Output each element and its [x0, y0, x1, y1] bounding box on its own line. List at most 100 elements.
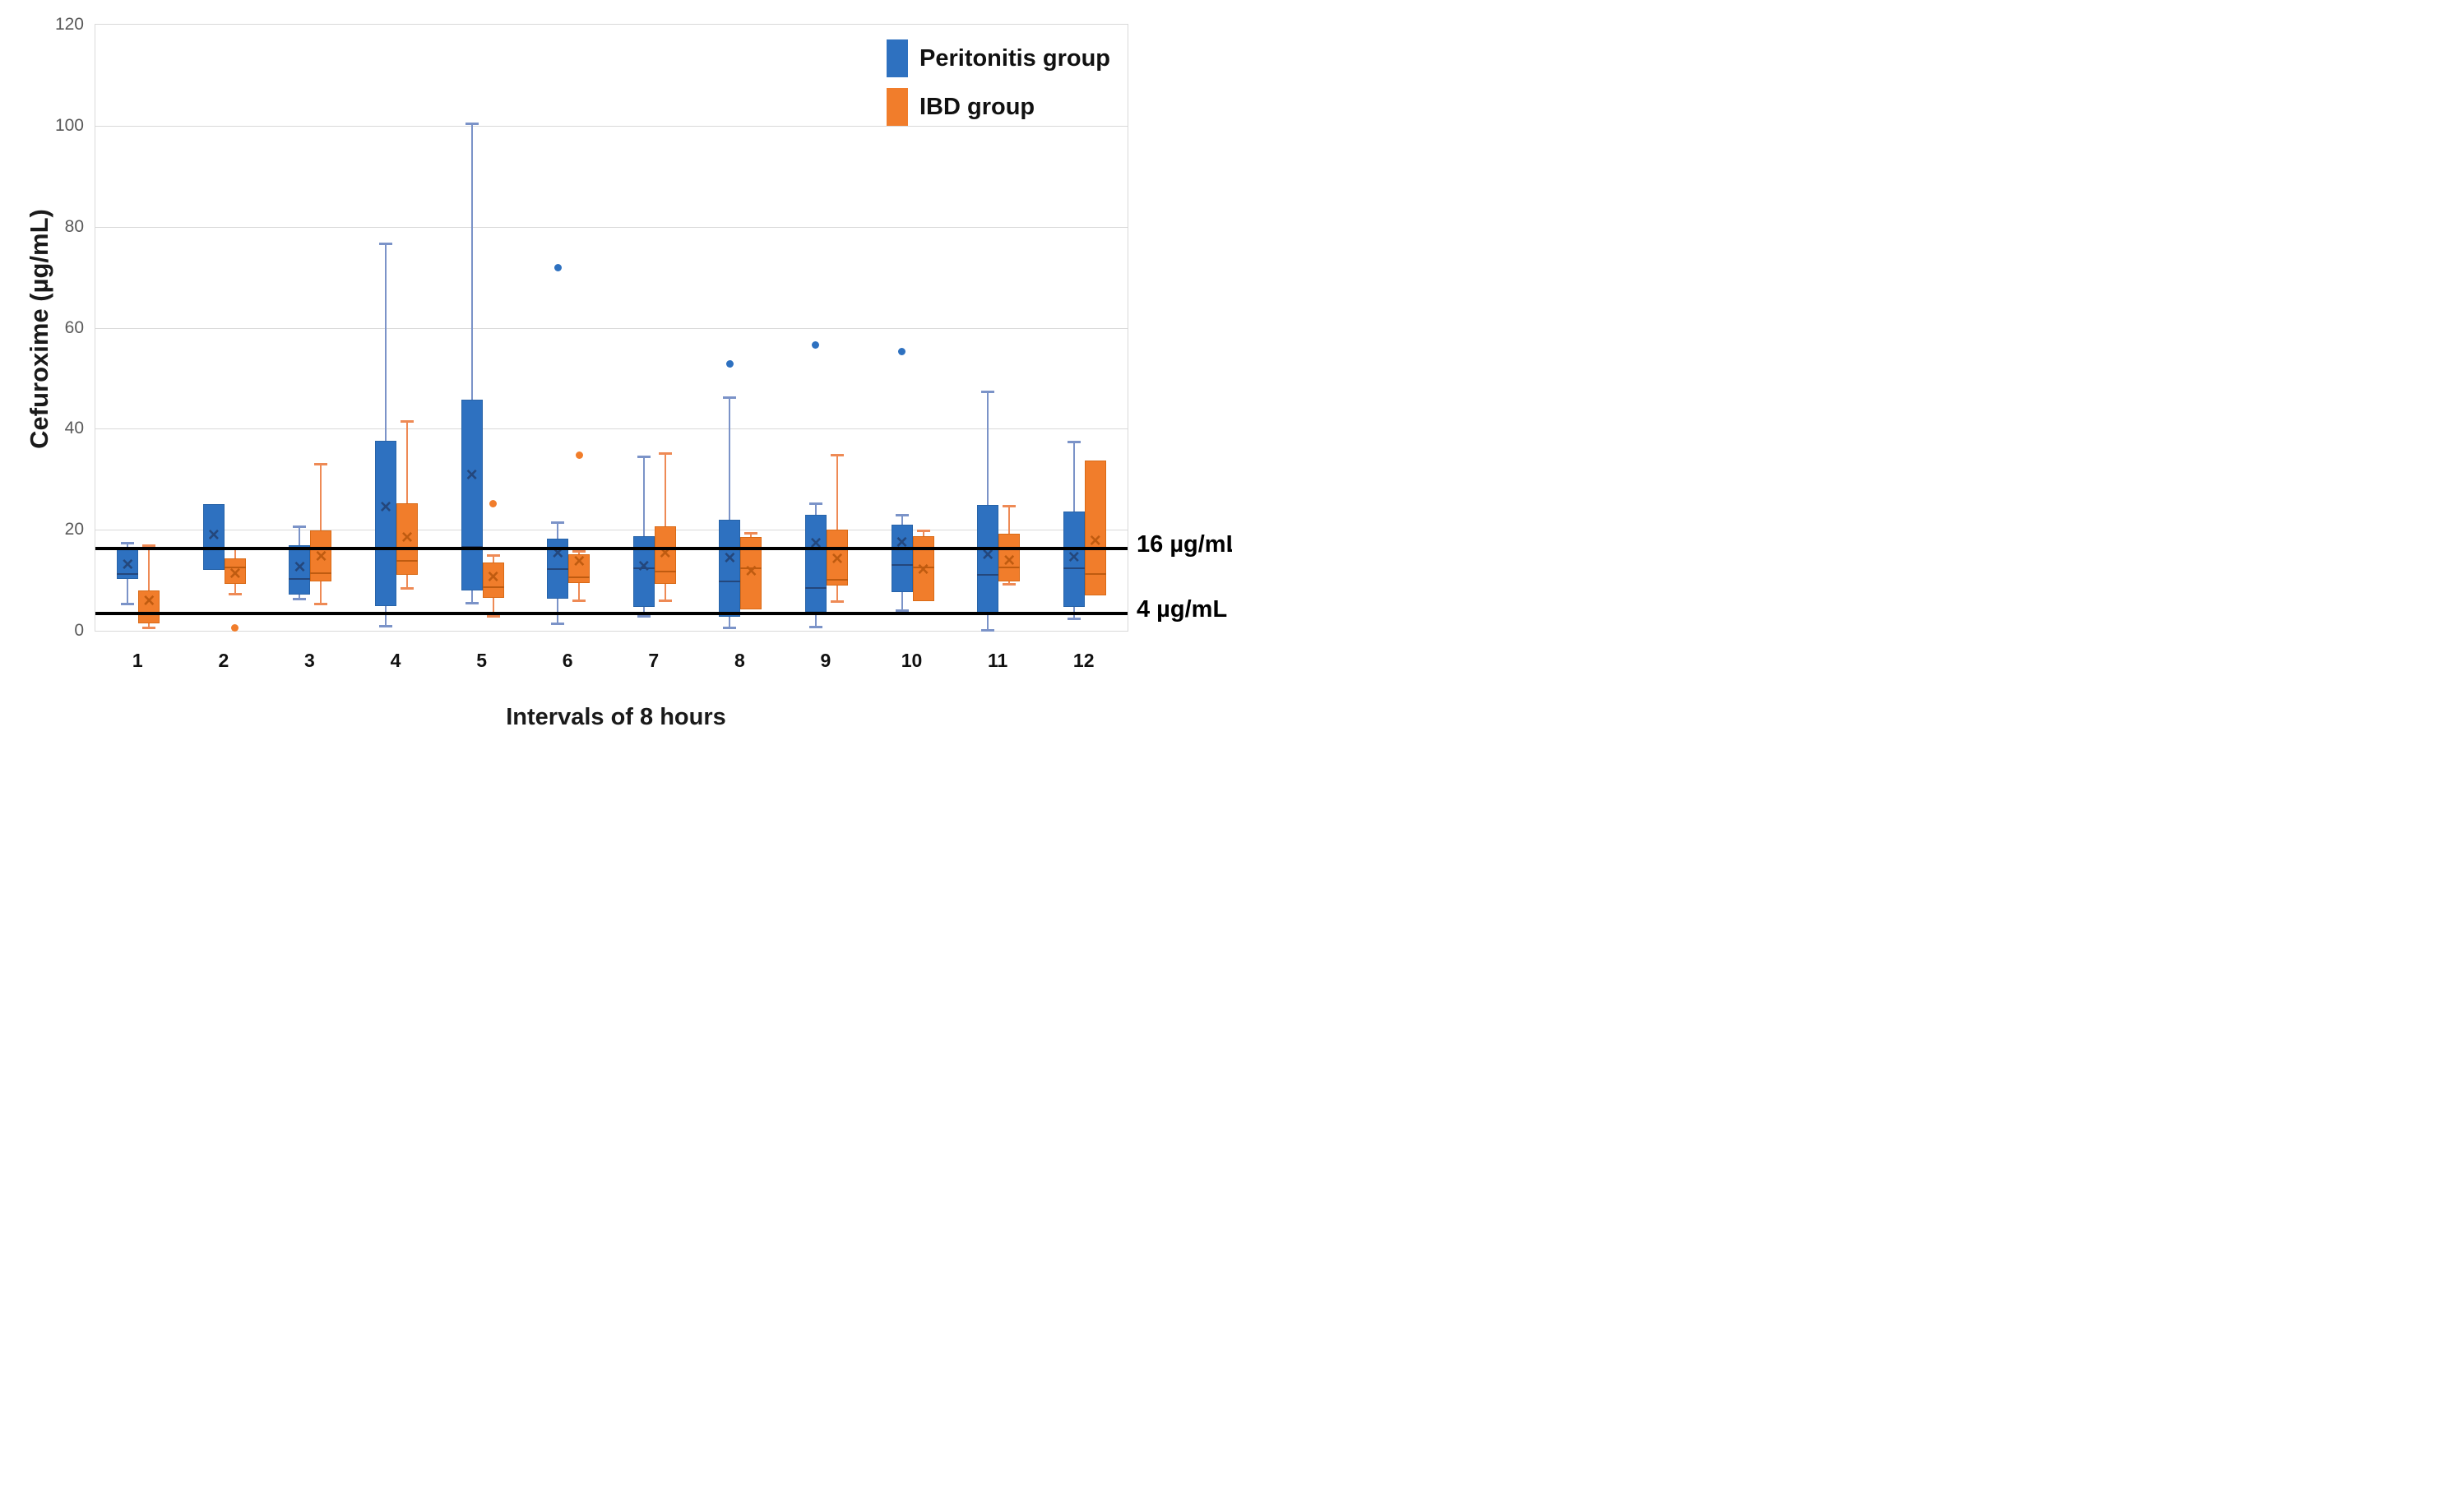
box-ibd-7-median — [654, 570, 676, 572]
box-peritonitis-5-upper-cap — [465, 122, 479, 125]
box-ibd-9-lower-whisker — [836, 586, 838, 601]
box-peritonitis-11-upper-cap — [981, 390, 995, 393]
box-peritonitis-1-lower-cap — [121, 603, 135, 606]
box-ibd-11-median — [998, 566, 1021, 568]
box-ibd-9-lower-cap — [830, 600, 844, 603]
box-ibd-5-upper-cap — [486, 554, 500, 558]
box-ibd-2-median — [224, 567, 246, 569]
y-tick-label-0: 0 — [74, 621, 84, 640]
box-peritonitis-10-upper-whisker — [901, 515, 903, 525]
x-category-label-3: 3 — [304, 650, 315, 671]
plot-area: × × × × × × × × × × × × × × × × × × × × × × × × — [95, 24, 1128, 632]
box-peritonitis-10 — [891, 525, 913, 593]
box-ibd-11-upper-whisker — [1008, 506, 1011, 535]
x-category-label-1: 1 — [132, 650, 143, 671]
box-peritonitis-3 — [289, 544, 311, 595]
reference-line-16-label: 16 µg/mL — [1137, 530, 1232, 558]
box-peritonitis-11-lower-cap — [981, 628, 995, 632]
box-ibd-10-upper-whisker — [922, 530, 924, 536]
box-peritonitis-1-median — [117, 572, 139, 575]
box-ibd-10 — [912, 535, 934, 602]
x-category-label-6: 6 — [562, 650, 573, 671]
box-peritonitis-10-upper-cap — [895, 514, 909, 517]
box-ibd-7 — [654, 525, 676, 585]
box-ibd-2-mean-marker: × — [229, 562, 241, 586]
box-ibd-1-upper-cap — [142, 544, 156, 547]
box-ibd-9-mean-marker: × — [831, 548, 843, 571]
box-ibd-12-mean-marker: × — [1089, 530, 1101, 553]
box-ibd-5-mean-marker: × — [487, 565, 499, 588]
box-peritonitis-4-mean-marker: × — [380, 496, 392, 519]
x-category-label-9: 9 — [820, 650, 831, 671]
box-peritonitis-8-median — [719, 581, 741, 583]
box-ibd-6-mean-marker: × — [573, 550, 586, 573]
box-ibd-9 — [826, 529, 848, 586]
box-peritonitis-8-mean-marker: × — [724, 546, 736, 569]
box-ibd-1-lower-cap — [142, 627, 156, 630]
box-peritonitis-4 — [375, 441, 397, 606]
box-peritonitis-9 — [804, 515, 827, 613]
box-ibd-6-upper-whisker — [578, 550, 581, 555]
box-ibd-1-upper-whisker — [148, 544, 151, 590]
box-peritonitis-10-lower-cap — [895, 609, 909, 613]
box-ibd-10-upper-cap — [916, 530, 930, 533]
box-peritonitis-3-upper-cap — [293, 525, 307, 529]
legend-label-peritonitis: Peritonitis group — [919, 44, 1110, 72]
box-ibd-6 — [568, 554, 591, 583]
box-ibd-7-lower-whisker — [664, 584, 666, 600]
box-ibd-4 — [396, 503, 419, 576]
gridline-100 — [95, 125, 1128, 127]
box-ibd-2-lower-whisker — [234, 583, 236, 594]
box-peritonitis-6-median — [547, 568, 569, 571]
y-tick-label-40: 40 — [64, 419, 84, 438]
box-peritonitis-11-median — [977, 574, 999, 576]
box-peritonitis-8-upper-whisker — [729, 396, 731, 521]
box-peritonitis-4-upper-cap — [379, 242, 393, 245]
box-ibd-8-mean-marker: × — [745, 559, 757, 582]
box-peritonitis-9-outlier-0 — [812, 340, 820, 349]
box-ibd-7-upper-cap — [658, 451, 672, 455]
box-peritonitis-12-upper-whisker — [1072, 441, 1075, 512]
box-peritonitis-3-lower-whisker — [299, 595, 301, 599]
box-ibd-3-median — [310, 572, 332, 574]
box-peritonitis-4-lower-whisker — [385, 605, 387, 627]
box-peritonitis-4-upper-whisker — [385, 243, 387, 442]
y-tick-label-120: 120 — [54, 15, 84, 34]
box-peritonitis-8-lower-whisker — [729, 616, 731, 627]
box-peritonitis-7-mean-marker: × — [637, 555, 650, 577]
box-peritonitis-8-outlier-0 — [725, 360, 734, 368]
legend-swatch-ibd — [887, 88, 908, 126]
box-ibd-11-upper-cap — [1003, 505, 1017, 508]
box-peritonitis-1-mean-marker: × — [122, 553, 134, 576]
box-ibd-11-lower-whisker — [1008, 581, 1011, 585]
gridline-80 — [95, 226, 1128, 228]
box-peritonitis-5 — [461, 399, 483, 591]
box-peritonitis-9-median — [804, 586, 827, 589]
box-peritonitis-6-lower-whisker — [557, 598, 559, 623]
box-peritonitis-12-median — [1063, 567, 1085, 569]
box-peritonitis-7-upper-cap — [637, 456, 651, 459]
y-tick-label-80: 80 — [64, 216, 84, 236]
box-ibd-2-outlier-0 — [231, 623, 239, 632]
x-category-label-7: 7 — [648, 650, 660, 671]
box-peritonitis-1-upper-cap — [121, 542, 135, 545]
box-ibd-9-upper-whisker — [836, 454, 838, 530]
box-peritonitis-4-lower-cap — [379, 625, 393, 628]
box-peritonitis-12-mean-marker: × — [1068, 545, 1080, 568]
box-peritonitis-7-lower-cap — [637, 614, 651, 618]
box-ibd-6-upper-cap — [572, 549, 586, 553]
box-peritonitis-7-median — [632, 567, 655, 569]
box-peritonitis-12-upper-cap — [1067, 440, 1081, 443]
box-ibd-3-lower-whisker — [320, 581, 322, 604]
box-ibd-5 — [482, 562, 504, 599]
box-peritonitis-10-median — [891, 564, 913, 567]
box-ibd-5-upper-whisker — [492, 555, 494, 563]
box-ibd-10-median — [912, 566, 934, 568]
box-peritonitis-6-upper-whisker — [557, 521, 559, 539]
gridline-40 — [95, 428, 1128, 430]
box-ibd-4-lower-whisker — [406, 575, 409, 588]
box-ibd-6-lower-cap — [572, 599, 586, 602]
box-peritonitis-10-lower-whisker — [901, 592, 903, 611]
box-peritonitis-8 — [719, 520, 741, 617]
box-peritonitis-2 — [202, 503, 225, 571]
